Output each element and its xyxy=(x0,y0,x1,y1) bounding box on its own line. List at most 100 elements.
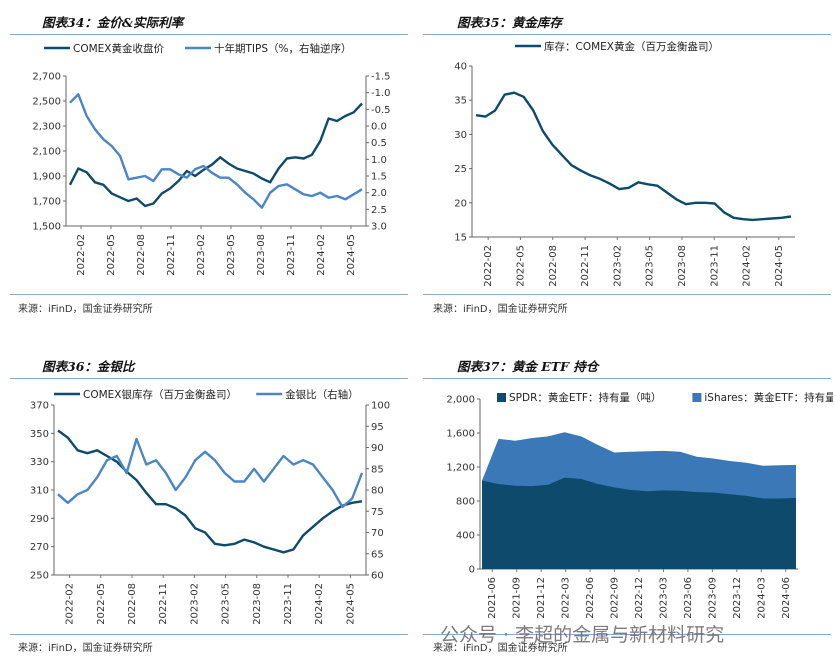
panel-gold-price-tips: 图表34：金价&实际利率 COMEX黄金收盘价 十年期TIPS（%，右轴逆序） 1,… xyxy=(10,8,410,318)
chart-title: 图表37：黄金 ETF 持仓 xyxy=(457,359,599,374)
y-tick-label: 15 xyxy=(454,233,467,244)
y-right-tick-label: 0.0 xyxy=(371,122,387,133)
x-tick-label: 2023-03 xyxy=(658,577,669,619)
series-line xyxy=(57,429,363,554)
x-tick-label: 2022-09 xyxy=(610,577,621,619)
series-line xyxy=(69,93,363,209)
x-tick-label: 2023-05 xyxy=(645,245,656,287)
title-rule xyxy=(423,378,831,379)
x-tick-label: 2022-02 xyxy=(65,583,76,625)
x-tick-label: 2022-11 xyxy=(166,234,177,276)
x-tick-label: 2024-05 xyxy=(345,583,356,625)
x-tick-label: 2022-02 xyxy=(483,245,494,287)
x-tick-label: 2024-02 xyxy=(314,583,325,625)
chart-title: 图表35：黄金库存 xyxy=(457,15,562,30)
panel-gold-inventory: 图表35：黄金库存 库存：COMEX黄金（百万金衡盎司） 15 20 25 30 35 40… xyxy=(423,8,833,318)
chart-gold-inventory: 库存：COMEX黄金（百万金衡盎司） 15 20 25 30 35 40 2022-02 202… xyxy=(454,40,795,287)
title-rule xyxy=(10,378,408,379)
x-tick-label: 2022-05 xyxy=(515,245,526,287)
x-tick-label: 2022-11 xyxy=(580,245,591,287)
legend-swatch xyxy=(497,393,506,402)
x-tick-label: 2024-02 xyxy=(742,245,753,287)
x-tick-label: 2022-05 xyxy=(96,583,107,625)
legend-label: 金银比（右轴） xyxy=(285,388,359,401)
x-tick-label: 2022-03 xyxy=(561,577,572,619)
y-right-tick-label: 60 xyxy=(371,571,384,582)
panel-gold-silver-ratio: 图表36：金银比 COMEX银库存（百万金衡盎司） 金银比（右轴） 250 270 29… xyxy=(10,352,410,662)
y-right-tick-label: -1.0 xyxy=(371,88,391,99)
y-right-tick-label: 0.5 xyxy=(371,138,387,149)
source-rule xyxy=(423,634,831,635)
y-tick-label: 30 xyxy=(454,130,467,141)
y-tick-label: 0 xyxy=(469,565,475,576)
y-tick-label: 2,700 xyxy=(32,72,61,83)
x-tick-label: 2023-02 xyxy=(189,583,200,625)
y-tick-label: 350 xyxy=(30,429,49,440)
legend-label: 十年期TIPS（%，右轴逆序） xyxy=(214,42,351,55)
y-right-tick-label: 75 xyxy=(371,507,384,518)
x-tick-label: 2022-11 xyxy=(158,583,169,625)
y-tick-label: 270 xyxy=(30,542,49,553)
legend-label: SPDR：黄金ETF：持有量（吨） xyxy=(509,391,661,404)
chart-title: 图表34：金价&实际利率 xyxy=(42,15,184,30)
x-tick-label: 2021-12 xyxy=(536,577,547,619)
y-tick-label: 1,900 xyxy=(32,172,61,183)
x-tick-label: 2023-11 xyxy=(286,234,297,276)
series-line xyxy=(475,91,792,222)
y-right-tick-label: 1.0 xyxy=(371,155,387,166)
source-text: 来源：iFinD，国金证券研究所 xyxy=(433,304,568,315)
y-tick-label: 2,300 xyxy=(32,122,61,133)
y-right-tick-label: 2.5 xyxy=(371,205,387,216)
y-tick-label: 2,500 xyxy=(32,97,61,108)
y-right-tick-label: 95 xyxy=(371,422,384,433)
y-right-tick-label: -0.5 xyxy=(371,105,391,116)
x-tick-label: 2022-08 xyxy=(136,234,147,276)
x-tick-label: 2022-08 xyxy=(127,583,138,625)
y-tick-label: 2,000 xyxy=(446,395,475,406)
y-tick-label: 1,600 xyxy=(446,429,475,440)
y-right-tick-label: 70 xyxy=(371,528,384,539)
x-tick-label: 2024-03 xyxy=(756,577,767,619)
x-tick-label: 2023-05 xyxy=(221,583,232,625)
x-tick-label: 2023-11 xyxy=(709,245,720,287)
x-tick-label: 2022-12 xyxy=(634,577,645,619)
x-tick-label: 2024-06 xyxy=(781,577,792,619)
y-tick-label: 2,100 xyxy=(32,147,61,158)
title-rule xyxy=(423,34,831,35)
y-right-tick-label: 100 xyxy=(371,401,390,412)
title-rule xyxy=(10,34,408,35)
y-tick-label: 40 xyxy=(454,62,467,73)
x-tick-label: 2024-02 xyxy=(316,234,327,276)
x-tick-label: 2023-06 xyxy=(683,577,694,619)
y-right-tick-label: -1.5 xyxy=(371,72,391,83)
y-tick-label: 1,500 xyxy=(32,222,61,233)
y-right-tick-label: 2.0 xyxy=(371,188,387,199)
source-text: 来源：iFinD，国金证券研究所 xyxy=(433,643,568,654)
series-area xyxy=(482,477,796,569)
y-tick-label: 290 xyxy=(30,514,49,525)
x-tick-label: 2023-11 xyxy=(283,583,294,625)
x-tick-label: 2022-02 xyxy=(76,234,87,276)
source-rule xyxy=(10,294,408,295)
y-tick-label: 1,700 xyxy=(32,197,61,208)
x-tick-label: 2023-08 xyxy=(677,245,688,287)
y-tick-label: 800 xyxy=(456,497,475,508)
x-tick-label: 2023-09 xyxy=(707,577,718,619)
chart-gold-etf-holdings: 0 400 800 1,200 1,600 2,000 2021-06 2021-09 2021… xyxy=(446,391,833,619)
source-text: 来源：iFinD，国金证券研究所 xyxy=(18,304,153,315)
y-right-tick-label: 80 xyxy=(371,486,384,497)
y-right-tick-label: 85 xyxy=(371,464,384,475)
y-right-tick-label: 90 xyxy=(371,443,384,454)
source-rule xyxy=(423,294,831,295)
legend-label: 库存：COMEX黄金（百万金衡盎司） xyxy=(544,40,719,53)
x-tick-label: 2023-08 xyxy=(252,583,263,625)
x-tick-label: 2022-06 xyxy=(585,577,596,619)
source-text: 来源：iFinD，国金证券研究所 xyxy=(18,643,153,654)
legend-label: iShares：黄金ETF：持有量（吨） xyxy=(704,391,833,404)
y-right-tick-label: 65 xyxy=(371,549,384,560)
x-tick-label: 2022-05 xyxy=(106,234,117,276)
x-tick-label: 2021-09 xyxy=(512,577,523,619)
x-tick-label: 2023-05 xyxy=(226,234,237,276)
chart-title: 图表36：金银比 xyxy=(42,359,135,374)
y-tick-label: 310 xyxy=(30,486,49,497)
